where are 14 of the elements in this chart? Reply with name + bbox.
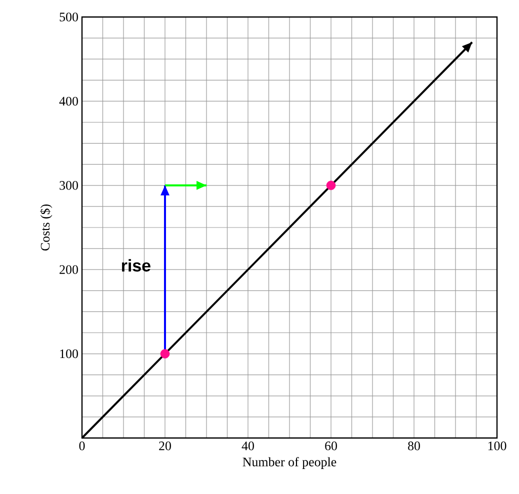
y-tick-label: 100 [60, 349, 78, 358]
x-tick-label: 40 [242, 442, 254, 450]
y-axis-title: Costs ($) [40, 204, 52, 251]
x-tick-label: 60 [325, 442, 337, 450]
x-tick-label: 80 [408, 442, 420, 450]
y-tick-label: 300 [60, 181, 78, 190]
x-tick-label: 0 [79, 442, 85, 450]
x-axis-title: Number of people [242, 457, 336, 469]
y-tick-label: 200 [60, 265, 78, 274]
y-tick-label: 500 [60, 12, 78, 22]
annotation: rise [122, 259, 150, 272]
x-tick-label: 100 [488, 442, 506, 450]
x-tick-label: 20 [159, 442, 171, 450]
y-tick-label: 400 [59, 96, 78, 106]
